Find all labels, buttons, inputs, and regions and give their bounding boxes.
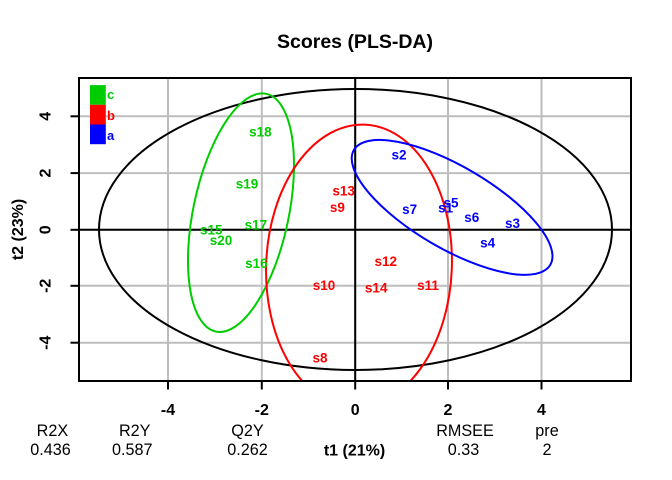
svg-text:t2 (23%): t2 (23%): [10, 199, 27, 260]
svg-text:RMSEE: RMSEE: [436, 422, 494, 440]
svg-text:pre: pre: [535, 422, 558, 440]
svg-text:s13: s13: [332, 183, 355, 198]
svg-text:s20: s20: [210, 233, 233, 248]
svg-text:s1: s1: [438, 201, 454, 216]
svg-text:s17: s17: [245, 218, 268, 233]
svg-text:s6: s6: [464, 210, 480, 225]
svg-text:-2: -2: [38, 279, 55, 293]
svg-text:s10: s10: [313, 278, 336, 293]
svg-text:2: 2: [444, 402, 453, 419]
svg-text:c: c: [107, 87, 114, 102]
svg-text:Scores (PLS-DA): Scores (PLS-DA): [277, 31, 433, 53]
svg-text:Q2Y: Q2Y: [231, 422, 264, 440]
svg-text:-2: -2: [255, 402, 269, 419]
svg-text:4: 4: [537, 402, 546, 419]
svg-text:0.33: 0.33: [448, 441, 480, 459]
svg-text:s9: s9: [330, 200, 345, 215]
svg-text:R2X: R2X: [37, 422, 69, 440]
svg-text:s15: s15: [200, 223, 223, 238]
svg-text:R2Y: R2Y: [119, 422, 151, 440]
svg-text:0.262: 0.262: [227, 441, 268, 459]
svg-text:s3: s3: [505, 216, 521, 231]
svg-text:s19: s19: [236, 176, 259, 191]
svg-text:s12: s12: [375, 254, 398, 269]
svg-text:s5: s5: [443, 196, 459, 211]
svg-text:s7: s7: [402, 202, 417, 217]
svg-text:-4: -4: [38, 335, 55, 349]
svg-text:-4: -4: [161, 402, 175, 419]
svg-text:b: b: [107, 108, 115, 123]
svg-text:s16: s16: [245, 256, 268, 271]
svg-text:0.436: 0.436: [30, 441, 71, 459]
svg-text:s8: s8: [312, 351, 328, 366]
svg-text:s4: s4: [480, 235, 496, 250]
svg-text:0: 0: [351, 402, 360, 419]
svg-text:s14: s14: [365, 281, 388, 296]
svg-text:0: 0: [38, 225, 55, 234]
svg-text:s11: s11: [417, 278, 439, 293]
svg-text:s18: s18: [249, 125, 272, 140]
svg-text:0.587: 0.587: [112, 441, 153, 459]
svg-text:4: 4: [38, 112, 55, 121]
svg-text:2: 2: [38, 169, 55, 178]
svg-text:s2: s2: [391, 147, 406, 162]
svg-text:2: 2: [542, 441, 551, 459]
svg-text:a: a: [107, 128, 115, 143]
svg-text:t1 (21%): t1 (21%): [324, 443, 385, 460]
